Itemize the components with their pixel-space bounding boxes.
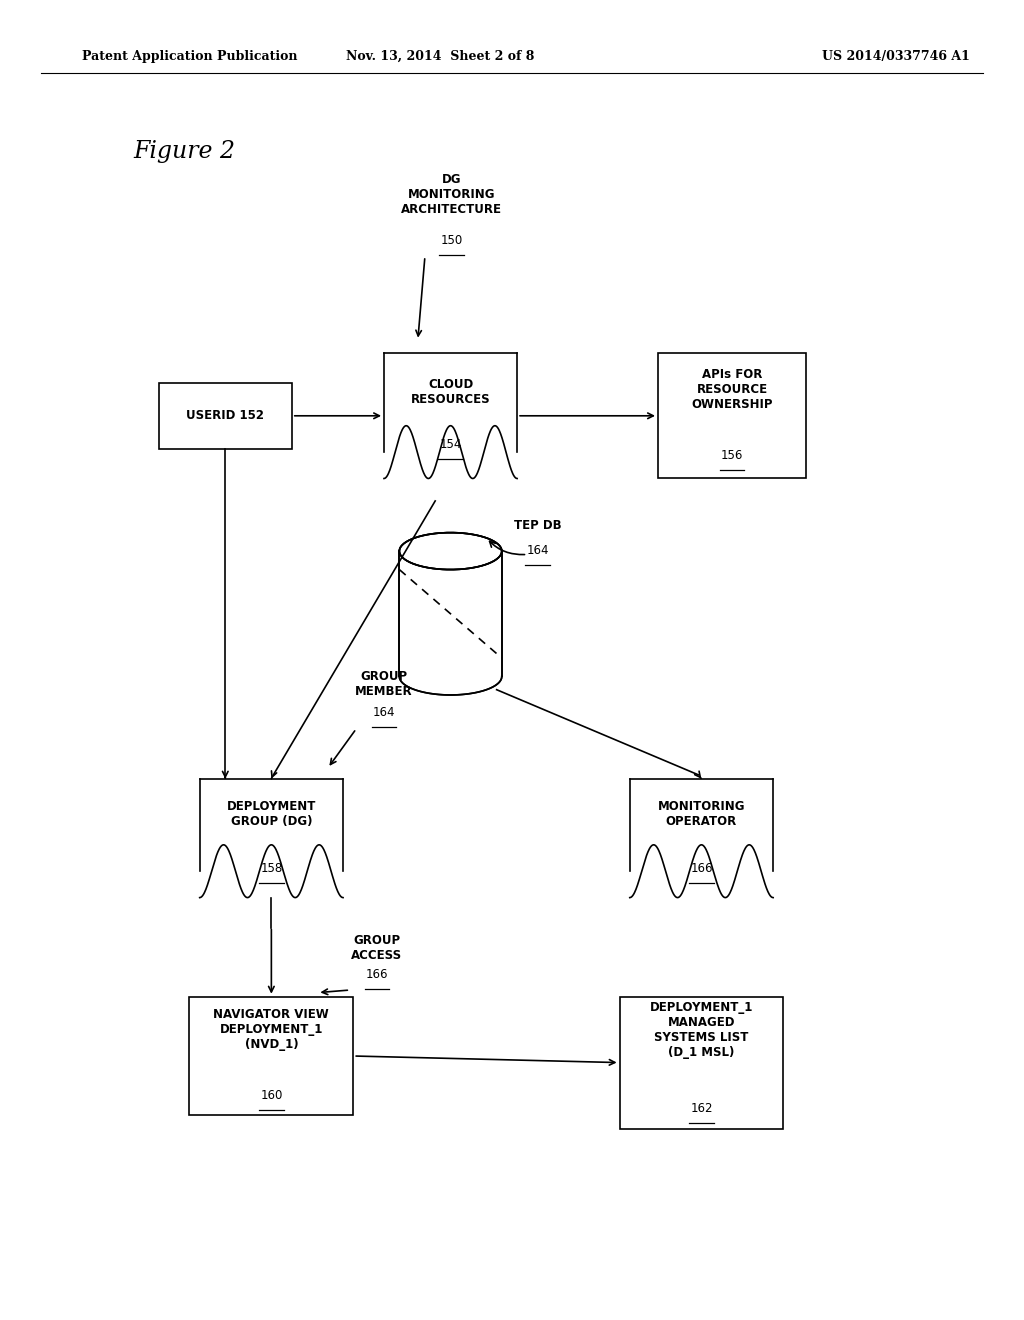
Text: MONITORING
OPERATOR: MONITORING OPERATOR bbox=[657, 800, 745, 829]
Polygon shape bbox=[399, 552, 502, 676]
Bar bbox=[657, 352, 807, 478]
Text: 150: 150 bbox=[440, 234, 463, 247]
Text: DG
MONITORING
ARCHITECTURE: DG MONITORING ARCHITECTURE bbox=[401, 173, 502, 215]
Text: APIs FOR
RESOURCE
OWNERSHIP: APIs FOR RESOURCE OWNERSHIP bbox=[691, 368, 773, 411]
Text: USERID 152: USERID 152 bbox=[186, 409, 264, 422]
Text: 166: 166 bbox=[366, 968, 388, 981]
Text: 166: 166 bbox=[690, 862, 713, 875]
Bar bbox=[620, 997, 783, 1129]
Text: DEPLOYMENT
GROUP (DG): DEPLOYMENT GROUP (DG) bbox=[226, 800, 316, 829]
Bar bbox=[159, 383, 292, 449]
Text: Patent Application Publication: Patent Application Publication bbox=[82, 50, 297, 63]
Text: 164: 164 bbox=[373, 706, 395, 719]
Text: TEP DB: TEP DB bbox=[514, 519, 561, 532]
Bar bbox=[189, 997, 353, 1115]
Text: 156: 156 bbox=[721, 449, 743, 462]
Text: Nov. 13, 2014  Sheet 2 of 8: Nov. 13, 2014 Sheet 2 of 8 bbox=[346, 50, 535, 63]
Text: 158: 158 bbox=[260, 862, 283, 875]
Text: CLOUD
RESOURCES: CLOUD RESOURCES bbox=[411, 378, 490, 407]
Text: 164: 164 bbox=[526, 544, 549, 557]
Text: GROUP
MEMBER: GROUP MEMBER bbox=[355, 669, 413, 698]
Text: 154: 154 bbox=[439, 438, 462, 451]
Text: 162: 162 bbox=[690, 1102, 713, 1115]
Text: GROUP
ACCESS: GROUP ACCESS bbox=[351, 933, 402, 962]
Polygon shape bbox=[399, 533, 502, 569]
Text: US 2014/0337746 A1: US 2014/0337746 A1 bbox=[822, 50, 970, 63]
Text: NAVIGATOR VIEW
DEPLOYMENT_1
(NVD_1): NAVIGATOR VIEW DEPLOYMENT_1 (NVD_1) bbox=[213, 1008, 330, 1051]
Text: Figure 2: Figure 2 bbox=[133, 140, 236, 164]
Text: DEPLOYMENT_1
MANAGED
SYSTEMS LIST
(D_1 MSL): DEPLOYMENT_1 MANAGED SYSTEMS LIST (D_1 M… bbox=[650, 1001, 753, 1059]
Text: 160: 160 bbox=[260, 1089, 283, 1102]
